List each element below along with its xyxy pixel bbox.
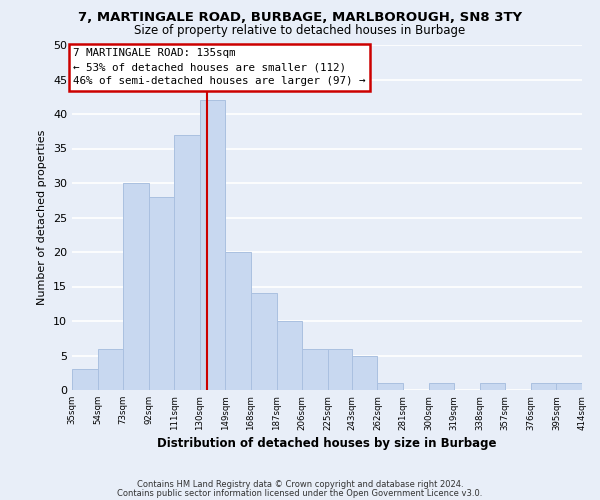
Bar xyxy=(174,134,200,390)
Bar xyxy=(251,294,277,390)
Bar xyxy=(428,383,454,390)
Bar xyxy=(98,348,123,390)
Bar xyxy=(277,321,302,390)
Bar xyxy=(377,383,403,390)
Y-axis label: Number of detached properties: Number of detached properties xyxy=(37,130,47,305)
Bar xyxy=(556,383,582,390)
Bar xyxy=(328,348,352,390)
X-axis label: Distribution of detached houses by size in Burbage: Distribution of detached houses by size … xyxy=(157,436,497,450)
Bar xyxy=(123,183,149,390)
Text: Size of property relative to detached houses in Burbage: Size of property relative to detached ho… xyxy=(134,24,466,37)
Bar xyxy=(480,383,505,390)
Text: Contains HM Land Registry data © Crown copyright and database right 2024.: Contains HM Land Registry data © Crown c… xyxy=(137,480,463,489)
Bar xyxy=(200,100,226,390)
Text: 7 MARTINGALE ROAD: 135sqm
← 53% of detached houses are smaller (112)
46% of semi: 7 MARTINGALE ROAD: 135sqm ← 53% of detac… xyxy=(73,48,366,86)
Bar xyxy=(72,370,98,390)
Text: Contains public sector information licensed under the Open Government Licence v3: Contains public sector information licen… xyxy=(118,489,482,498)
Bar xyxy=(226,252,251,390)
Text: 7, MARTINGALE ROAD, BURBAGE, MARLBOROUGH, SN8 3TY: 7, MARTINGALE ROAD, BURBAGE, MARLBOROUGH… xyxy=(78,11,522,24)
Bar xyxy=(531,383,556,390)
Bar xyxy=(149,197,174,390)
Bar xyxy=(302,348,328,390)
Bar xyxy=(352,356,377,390)
